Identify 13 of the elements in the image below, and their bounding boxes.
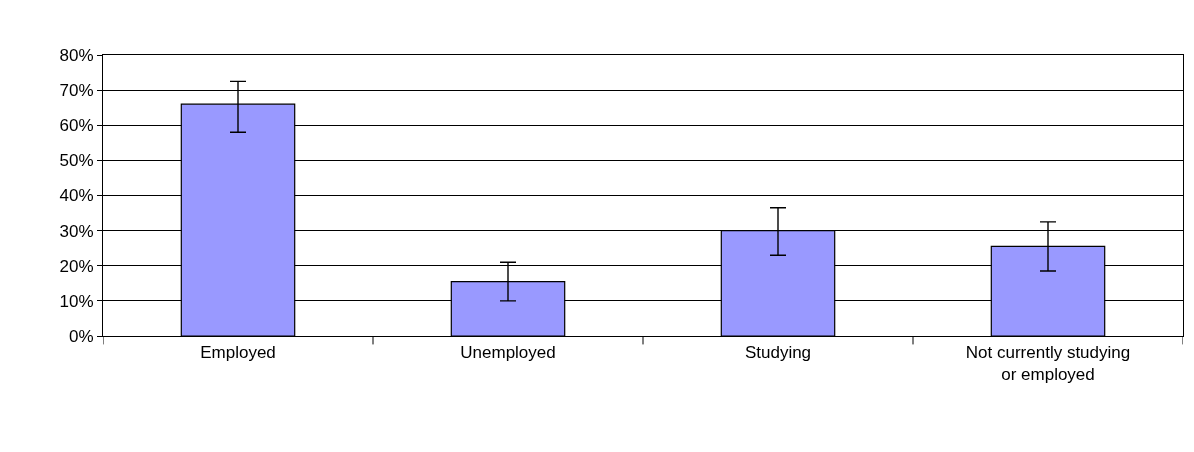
x-tick-label: Unemployed [460, 342, 556, 362]
x-tick-label: Not currently studying or employed [965, 342, 1131, 384]
y-tick-label: 60% [59, 116, 94, 136]
y-tick-label: 80% [59, 45, 94, 65]
x-tick-label: Employed [200, 342, 276, 362]
y-tick-label: 70% [59, 81, 94, 101]
y-tick-label: 30% [59, 221, 94, 241]
y-tick-label: 20% [59, 256, 94, 276]
y-tick-label: 40% [59, 186, 94, 206]
y-tick-label: 0% [68, 326, 94, 346]
y-tick-label: 10% [59, 291, 94, 311]
y-tick-label: 50% [59, 151, 94, 171]
x-tick-label: Studying [744, 342, 812, 362]
